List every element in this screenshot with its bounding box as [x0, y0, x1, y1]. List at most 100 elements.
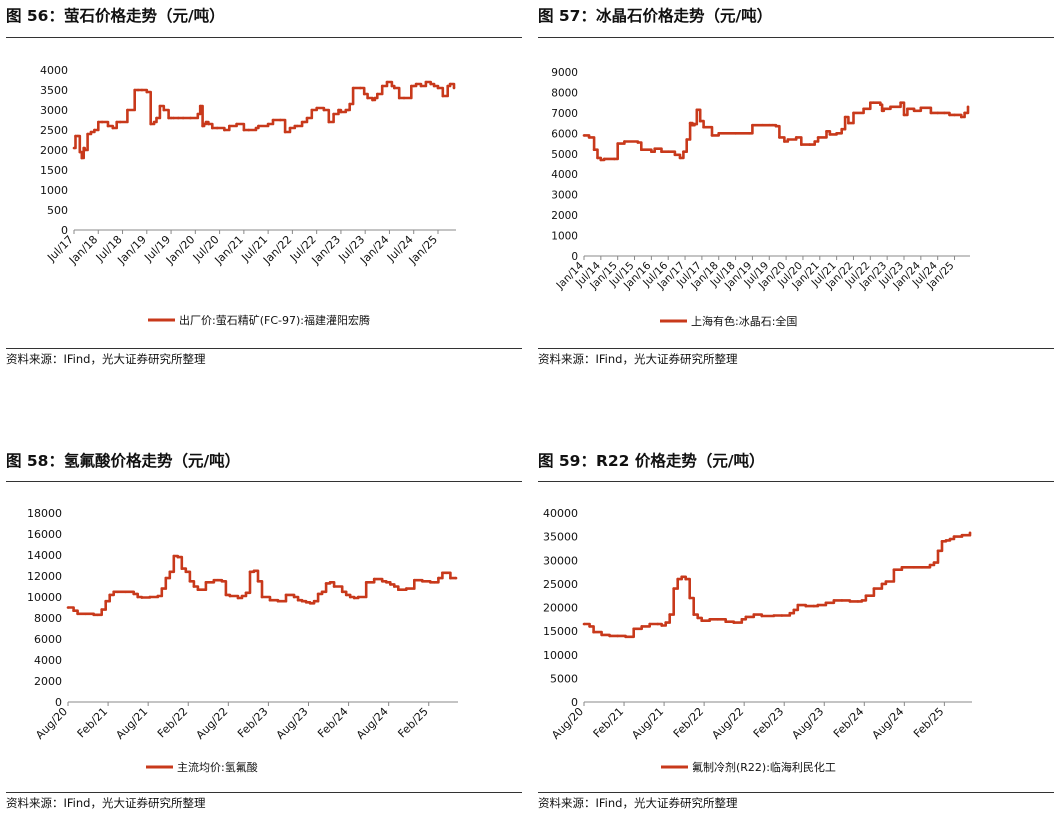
data-point: [421, 580, 424, 583]
data-point: [899, 101, 902, 104]
data-point: [433, 581, 436, 584]
x-tick-label: Aug/23: [274, 705, 311, 742]
legend-label: 氟制冷剂(R22):临海利民化工: [692, 760, 836, 774]
data-point: [188, 580, 192, 583]
y-tick-label: 14000: [27, 549, 62, 562]
series-line: [584, 532, 972, 639]
data-point: [260, 595, 264, 599]
data-point: [385, 581, 388, 584]
data-point: [685, 138, 688, 141]
data-point: [906, 107, 909, 111]
data-point: [373, 96, 377, 100]
data-point: [582, 622, 586, 626]
data-point: [414, 82, 418, 86]
chart-title: 图 59：R22 价格走势（元/吨）: [538, 452, 765, 470]
y-tick-label: 7000: [551, 108, 578, 120]
data-point: [828, 133, 832, 136]
data-point: [902, 113, 906, 117]
data-point: [666, 150, 670, 153]
x-tick-label: Feb/23: [235, 705, 270, 740]
data-point: [847, 121, 850, 125]
data-point: [332, 112, 335, 116]
data-point: [929, 111, 933, 115]
x-tick-label: Aug/22: [709, 705, 746, 742]
data-point: [284, 593, 288, 597]
data-point: [884, 580, 888, 583]
chart-panel-56: 图 56：萤石价格走势（元/吨） 0 500 1000 1500 2000 2500 300…: [6, 0, 522, 380]
data-point: [276, 599, 280, 603]
data-point: [198, 104, 202, 108]
data-point: [717, 132, 720, 135]
data-point: [371, 98, 374, 102]
y-tick-label: 1000: [551, 231, 578, 243]
data-point: [953, 113, 956, 117]
data-point: [189, 116, 192, 120]
data-point: [588, 625, 591, 628]
data-point: [943, 111, 946, 115]
data-point: [156, 594, 160, 598]
data-point: [344, 593, 348, 597]
y-tick-label: 1500: [40, 164, 68, 177]
chart-panel-57: 图 57：冰晶石价格走势（元/吨） 0 1000 2000 3000 4000 5000 6…: [538, 0, 1054, 380]
data-point: [660, 150, 663, 153]
data-point: [305, 116, 309, 120]
data-point: [104, 599, 107, 603]
data-point: [696, 616, 699, 620]
data-point: [632, 627, 635, 631]
y-tick-label: 1000: [40, 184, 68, 197]
y-tick-label: 9000: [551, 67, 578, 79]
data-point: [211, 126, 214, 130]
data-point: [889, 105, 892, 109]
data-point: [664, 621, 667, 624]
line-chart: 0 2000 4000 6000 8000 10000 12000 14000 16000 180…: [27, 507, 458, 774]
data-point: [668, 613, 671, 616]
data-point: [300, 599, 304, 603]
y-tick-label: 12000: [27, 570, 62, 583]
data-point: [944, 539, 948, 542]
data-point: [100, 608, 103, 611]
data-point: [340, 590, 344, 594]
legend: 氟制冷剂(R22):临海利民化工: [661, 760, 836, 774]
series-line: [584, 101, 970, 162]
data-point: [852, 111, 855, 115]
data-point: [344, 108, 348, 112]
data-point: [800, 143, 803, 146]
data-point: [76, 612, 79, 616]
data-point: [676, 577, 679, 581]
line-chart: 0 5000 10000 15000 20000 25000 30000 35000 40000…: [543, 507, 972, 774]
data-point: [271, 118, 275, 122]
data-point: [133, 88, 136, 92]
data-point: [82, 146, 85, 150]
data-point: [393, 585, 396, 588]
data-point: [900, 566, 904, 569]
data-point: [254, 126, 258, 130]
data-point: [920, 566, 924, 569]
data-point: [196, 588, 200, 591]
y-tick-label: 500: [47, 204, 68, 217]
data-point: [385, 80, 389, 84]
data-point: [300, 120, 304, 124]
data-point: [126, 108, 129, 112]
data-point: [796, 603, 800, 607]
data-point: [623, 140, 626, 143]
x-tick-label: Feb/24: [315, 705, 350, 740]
data-point: [680, 575, 683, 579]
data-point: [437, 576, 440, 580]
data-point: [196, 112, 200, 116]
data-point: [640, 148, 643, 151]
title-rule: [538, 481, 1054, 482]
x-tick-label: Aug/21: [113, 705, 150, 742]
data-point: [216, 578, 220, 582]
data-point: [880, 582, 884, 586]
data-point: [247, 128, 250, 132]
data-point: [869, 101, 872, 104]
data-point: [372, 577, 376, 581]
data-point: [288, 126, 292, 130]
data-point: [616, 634, 619, 638]
data-point: [180, 567, 184, 570]
data-point: [812, 604, 816, 608]
source-rule: [538, 348, 1054, 349]
data-point: [380, 84, 384, 88]
data-point: [97, 120, 100, 124]
data-point: [656, 622, 659, 626]
